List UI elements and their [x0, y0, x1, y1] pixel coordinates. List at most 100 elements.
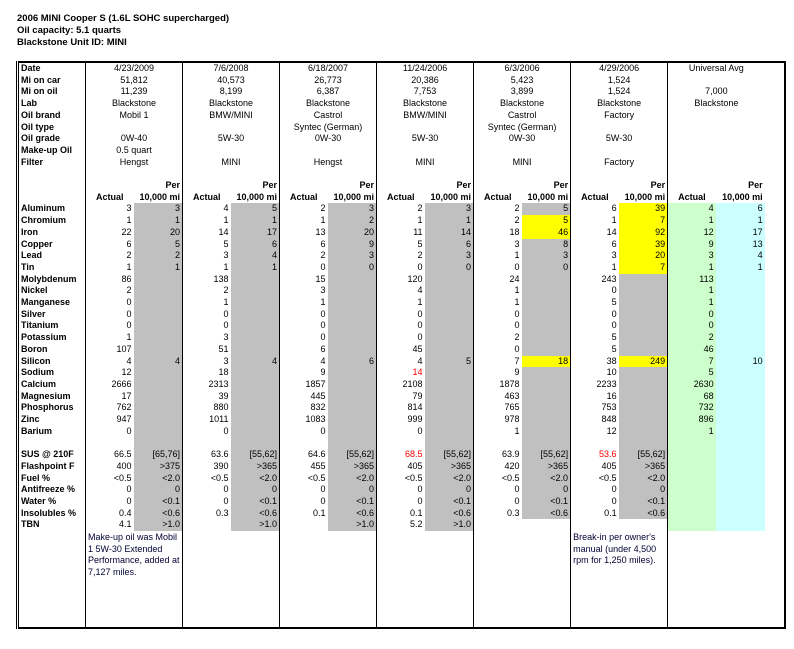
info-value: Blackstone	[376, 98, 474, 110]
element-per-10k	[424, 390, 474, 403]
info-value: 7,000	[667, 86, 765, 99]
actual-label: Actual	[279, 191, 328, 204]
info-label: Mi on car	[21, 74, 61, 85]
element-actual: 5	[570, 343, 619, 356]
property-value	[667, 495, 716, 508]
element-per-10k	[424, 367, 474, 379]
element-actual: 0	[473, 308, 522, 321]
element-actual: 1	[473, 297, 522, 309]
element-per-10k	[230, 320, 280, 333]
property-limit	[715, 449, 765, 461]
spacer-cell	[765, 215, 785, 227]
element-per-10k	[133, 414, 183, 426]
element-actual: 2233	[570, 378, 619, 391]
element-actual: 3	[570, 250, 619, 262]
info-value: 5,423	[473, 74, 571, 87]
element-row: Chromium 1 1 1 1 1 2 1 1 2 5 1 7 1 1	[18, 215, 785, 227]
element-actual: 1	[667, 215, 716, 227]
element-actual: 2	[667, 332, 716, 344]
property-limit: >365	[230, 460, 280, 473]
spacer-cell	[765, 391, 785, 403]
element-per-10k	[327, 425, 377, 438]
element-actual: 0	[376, 308, 425, 321]
property-limit: <2.0	[327, 472, 377, 485]
property-value: 0.1	[376, 507, 425, 520]
info-value: Hengst	[84, 156, 183, 169]
element-row: Barium 0 0 0 0 1 12 1	[18, 425, 785, 438]
property-value: 53.6	[570, 449, 619, 461]
info-value: Blackstone	[84, 98, 183, 110]
element-actual: 0	[473, 320, 522, 333]
element-actual: 6	[279, 343, 328, 356]
info-value: Mobil 1	[84, 109, 183, 122]
element-per-10k	[327, 320, 377, 333]
per-10k-label: 10,000 mi	[139, 191, 181, 202]
element-actual: 3	[667, 250, 716, 262]
property-value	[473, 519, 522, 532]
element-per-10k: 6	[230, 238, 280, 251]
info-value: 40,573	[182, 74, 280, 87]
element-per-10k	[327, 343, 377, 356]
property-limit: <0.6	[618, 507, 668, 520]
property-limit: [65,76]	[133, 449, 183, 461]
info-value	[473, 144, 571, 157]
element-per-10k	[618, 390, 668, 403]
element-actual: 0	[182, 425, 231, 438]
element-actual: 1	[473, 285, 522, 298]
element-per-10k: 4	[230, 250, 280, 262]
element-actual: 1	[667, 261, 716, 274]
property-limit	[619, 519, 668, 531]
element-actual: 1	[667, 285, 716, 298]
actual-label: Actual	[376, 191, 425, 204]
element-actual: 4	[376, 285, 425, 298]
element-per-10k	[327, 285, 377, 298]
element-per-10k	[424, 273, 474, 286]
element-actual: 0	[182, 308, 231, 321]
element-actual: 0	[182, 320, 231, 333]
element-per-10k	[327, 378, 377, 391]
element-actual: 1	[182, 261, 231, 274]
element-per-10k	[521, 273, 571, 286]
element-per-10k	[618, 402, 668, 415]
element-per-10k: 1	[133, 261, 183, 274]
element-actual: 2	[473, 215, 522, 227]
element-actual: 3	[182, 332, 231, 344]
element-actual: 7	[667, 355, 716, 368]
element-actual: 7	[473, 355, 522, 368]
element-per-10k	[424, 320, 474, 333]
element-actual: 0	[667, 320, 716, 333]
property-value	[667, 519, 716, 532]
element-per-10k: 1	[230, 261, 280, 274]
vehicle-title: 2006 MINI Cooper S (1.6L SOHC supercharg…	[17, 13, 230, 24]
element-per-10k: 18	[521, 355, 571, 368]
element-per-10k	[327, 332, 377, 344]
element-actual: 15	[279, 273, 328, 286]
element-per-10k: 20	[327, 226, 377, 239]
info-label: Date	[21, 63, 41, 73]
property-value: 0.3	[182, 507, 231, 520]
per-label: Per	[456, 180, 472, 191]
info-value	[570, 144, 668, 157]
element-per-10k: 3	[327, 250, 377, 262]
property-value: 400	[85, 460, 134, 473]
property-limit: <0.1	[327, 495, 377, 508]
element-per-10k: 5	[133, 238, 183, 251]
property-value: 405	[570, 460, 619, 473]
spacer-cell	[765, 531, 785, 628]
blank-cell	[279, 437, 328, 450]
property-limit: >365	[521, 460, 571, 473]
element-actual: 5	[570, 332, 619, 344]
element-actual: 999	[376, 414, 425, 426]
element-actual: 1	[376, 297, 425, 309]
element-row: Silicon 4 4 3 4 4 6 4 5 7 18 38 249 7 10	[18, 355, 785, 368]
element-actual: 3	[182, 250, 231, 262]
element-actual: 0	[85, 308, 134, 321]
property-limit	[715, 460, 765, 473]
element-actual: 0	[473, 343, 522, 356]
property-value	[279, 519, 328, 532]
element-per-10k	[424, 343, 474, 356]
element-actual: 2108	[376, 378, 425, 391]
element-actual: 3	[279, 285, 328, 298]
property-row: SUS @ 210F 66.5 [65,76] 63.6 [55,62] 64.6 [55,…	[18, 449, 785, 461]
info-value: 4/23/2009	[84, 62, 183, 75]
